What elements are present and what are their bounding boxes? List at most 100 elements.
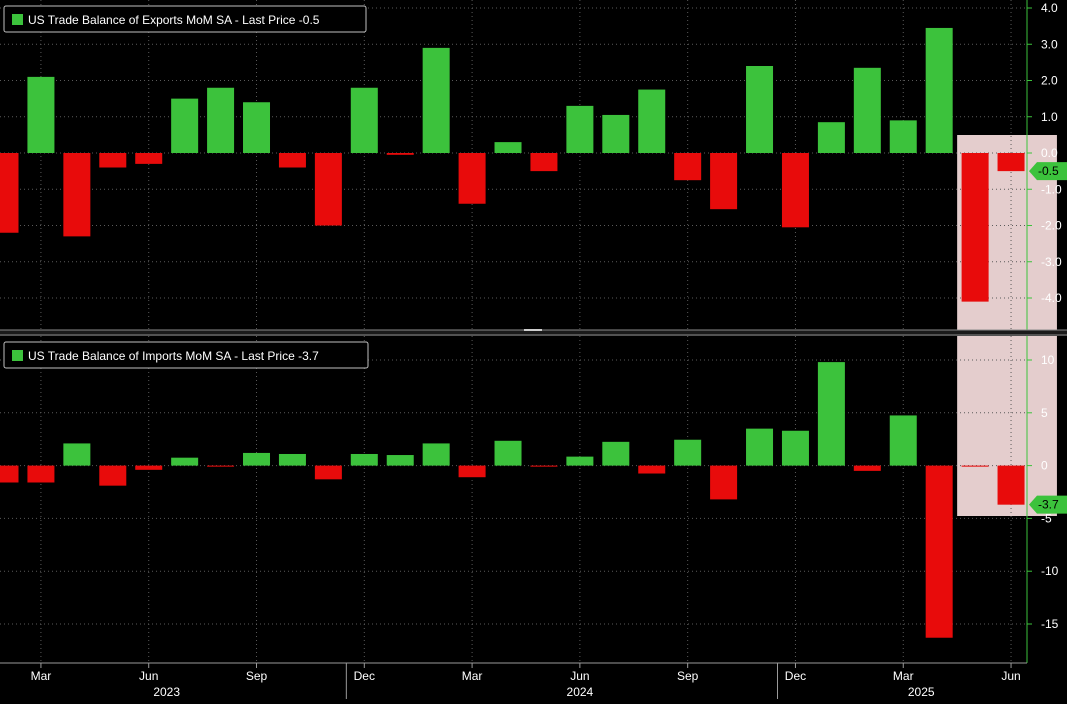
bar [781, 153, 809, 228]
bar [566, 105, 594, 153]
x-tick-label: Dec [354, 669, 375, 683]
bar [135, 153, 163, 164]
bar [243, 102, 271, 153]
bar [638, 465, 666, 474]
bar [386, 153, 414, 155]
x-tick-label: Jun [139, 669, 158, 683]
bar [961, 153, 989, 302]
y-tick-label: -10 [1041, 564, 1059, 578]
bar [458, 465, 486, 478]
bar [350, 87, 378, 153]
x-tick-label: Jun [1001, 669, 1020, 683]
x-tick-label: Mar [31, 669, 52, 683]
bar [243, 452, 271, 466]
bar [853, 465, 881, 471]
bar [207, 87, 235, 153]
year-label: 2025 [908, 685, 935, 699]
bar [889, 120, 917, 153]
bar [0, 153, 19, 233]
y-tick-label: 4.0 [1041, 1, 1058, 15]
bar [746, 66, 774, 153]
legend-swatch [12, 14, 23, 25]
bar [494, 440, 522, 466]
bar [961, 465, 989, 467]
last-price-label: -0.5 [1038, 164, 1059, 178]
bar [602, 441, 630, 466]
bar [746, 428, 774, 466]
bar [530, 465, 558, 467]
panel-divider [0, 330, 1067, 336]
bar [817, 122, 845, 153]
last-price-marker [1029, 162, 1067, 181]
bar [63, 153, 91, 237]
bar [458, 153, 486, 204]
bar [171, 457, 199, 466]
bar [602, 114, 630, 153]
bar [997, 153, 1025, 172]
bar [710, 465, 738, 500]
last-price-label: -3.7 [1038, 498, 1059, 512]
y-tick-label: -4.0 [1041, 291, 1062, 305]
y-tick-label: 3.0 [1041, 37, 1058, 51]
bar [207, 465, 235, 467]
bar [997, 465, 1025, 505]
legend-label: US Trade Balance of Imports MoM SA - Las… [28, 349, 319, 363]
bar [674, 439, 702, 466]
bar [278, 453, 306, 466]
bar [710, 153, 738, 210]
bar [566, 456, 594, 466]
bar [99, 153, 127, 168]
year-label: 2023 [153, 685, 180, 699]
bar [925, 27, 953, 153]
y-tick-label: -1.0 [1041, 182, 1062, 196]
legend-swatch [12, 350, 23, 361]
x-tick-label: Sep [246, 669, 268, 683]
bar [422, 443, 450, 466]
bar [278, 153, 306, 168]
bar [314, 465, 342, 480]
year-label: 2024 [567, 685, 594, 699]
bar [99, 465, 127, 486]
legend-box [3, 5, 367, 33]
x-tick-label: Jun [570, 669, 589, 683]
bar [781, 430, 809, 466]
bar [171, 98, 199, 153]
bar [0, 465, 19, 483]
y-tick-label: 1.0 [1041, 110, 1058, 124]
bar [422, 47, 450, 153]
bar [63, 443, 91, 466]
bar [638, 89, 666, 153]
bar [925, 465, 953, 638]
x-tick-label: Sep [677, 669, 699, 683]
y-tick-label: -2.0 [1041, 219, 1062, 233]
bar [135, 465, 163, 470]
y-tick-label: 0.0 [1041, 146, 1058, 160]
bar [853, 67, 881, 153]
x-tick-label: Mar [462, 669, 483, 683]
bar [386, 455, 414, 466]
legend-label: US Trade Balance of Exports MoM SA - Las… [28, 13, 320, 27]
y-tick-label: -3.0 [1041, 255, 1062, 269]
bar [674, 153, 702, 181]
bar [27, 76, 55, 153]
y-tick-label: 5 [1041, 406, 1048, 420]
bar [27, 465, 55, 483]
bar [530, 153, 558, 172]
divider-handle[interactable] [524, 329, 542, 331]
x-tick-label: Mar [893, 669, 914, 683]
x-tick-label: Dec [785, 669, 806, 683]
y-tick-label: -15 [1041, 617, 1059, 631]
bar [314, 153, 342, 226]
y-tick-label: -5 [1041, 511, 1052, 525]
last-price-marker [1029, 495, 1067, 514]
bar [494, 142, 522, 153]
bar [817, 362, 845, 466]
legend-box [3, 341, 369, 369]
y-tick-label: 10 [1041, 353, 1055, 367]
y-tick-label: 0 [1041, 459, 1048, 473]
bar [889, 415, 917, 466]
bar [350, 453, 378, 466]
y-tick-label: 2.0 [1041, 74, 1058, 88]
